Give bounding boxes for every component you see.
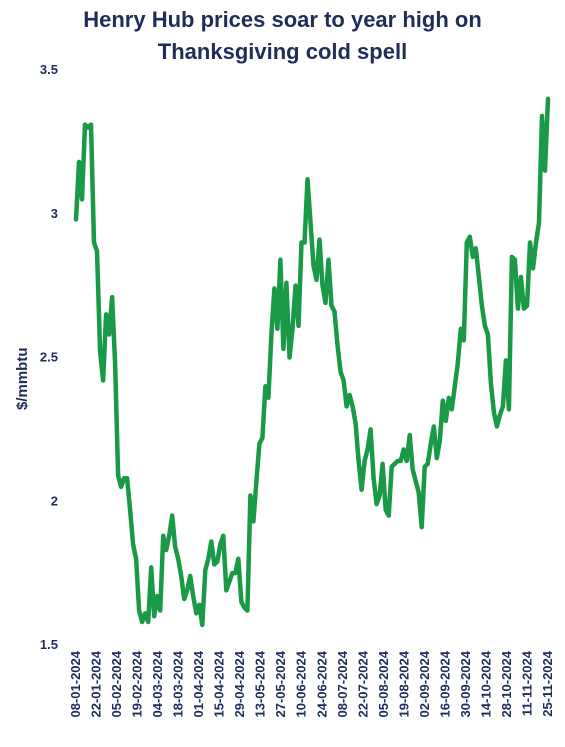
series-line-0 <box>73 96 551 628</box>
x-tick-label: 19-02-2024 <box>130 650 145 717</box>
x-tick-label: 04-03-2024 <box>150 650 165 717</box>
x-tick-label: 25-11-2024 <box>540 650 555 717</box>
x-tick-label: 10-06-2024 <box>294 650 309 717</box>
x-tick-label: 11-11-2024 <box>519 650 534 716</box>
x-tick-label: 15-04-2024 <box>212 650 227 717</box>
x-tick-label: 22-07-2024 <box>355 650 370 717</box>
x-tick-label: 29-04-2024 <box>232 650 247 717</box>
y-tick-label: 3 <box>51 206 58 221</box>
x-tick-label: 30-09-2024 <box>458 650 473 717</box>
chart-title-line-2: Thanksgiving cold spell <box>157 39 408 64</box>
x-tick-label: 05-02-2024 <box>109 650 124 717</box>
y-tick-label: 3.5 <box>40 62 58 77</box>
x-tick-label: 08-07-2024 <box>335 650 350 717</box>
x-tick-label: 01-04-2024 <box>191 650 206 717</box>
x-tick-label: 18-03-2024 <box>171 650 186 717</box>
x-tick-label: 05-08-2024 <box>376 650 391 717</box>
y-tick-label: 1.5 <box>40 637 58 652</box>
x-tick-label: 08-01-2024 <box>68 650 83 717</box>
chart-title-line-1: Henry Hub prices soar to year high on <box>83 7 482 32</box>
x-tick-label: 24-06-2024 <box>314 650 329 717</box>
x-tick-label: 27-05-2024 <box>273 650 288 717</box>
x-tick-label: 14-10-2024 <box>478 650 493 717</box>
chart-title: Henry Hub prices soar to year high on Th… <box>0 4 565 68</box>
y-tick-label: 2.5 <box>40 350 58 365</box>
x-tick-label: 13-05-2024 <box>253 650 268 717</box>
x-tick-label: 28-10-2024 <box>499 650 514 717</box>
y-tick-label: 2 <box>51 493 58 508</box>
x-tick-label: 19-08-2024 <box>396 650 411 717</box>
x-tick-label: 02-09-2024 <box>417 650 432 717</box>
x-tick-label: 22-01-2024 <box>89 650 104 717</box>
x-tick-label: 16-09-2024 <box>437 650 452 717</box>
